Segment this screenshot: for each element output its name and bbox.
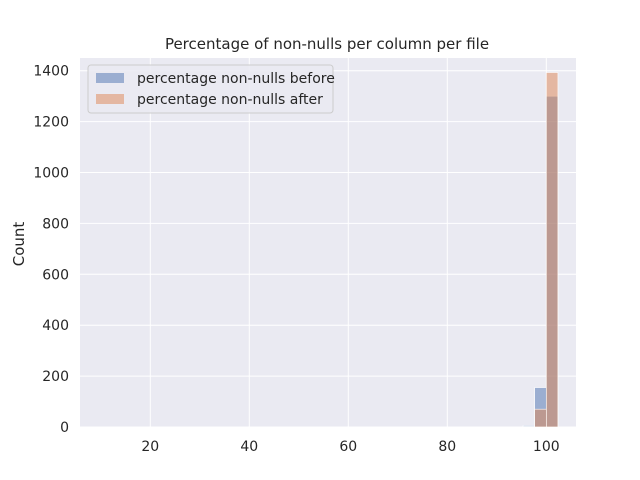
y-tick-label: 400 bbox=[42, 318, 69, 334]
grid-lines bbox=[80, 58, 576, 428]
x-tick-labels: 20 40 60 80 100 bbox=[141, 439, 559, 455]
x-tick-label: 60 bbox=[339, 439, 357, 455]
legend-box bbox=[87, 64, 334, 114]
histogram-bar-series-2 bbox=[522, 426, 535, 428]
y-tick-labels: 0 200 400 600 800 1000 1200 1400 bbox=[33, 64, 69, 436]
x-tick-label: 40 bbox=[240, 439, 258, 455]
x-tick-label: 80 bbox=[438, 439, 456, 455]
histogram-bars bbox=[522, 72, 559, 428]
y-tick-label: 600 bbox=[42, 267, 69, 283]
plot-background bbox=[80, 58, 576, 427]
legend-swatch bbox=[96, 94, 124, 104]
legend: percentage non-nulls before percentage no… bbox=[87, 64, 335, 114]
y-tick-label: 200 bbox=[42, 369, 69, 385]
y-tick-label: 1200 bbox=[33, 115, 69, 131]
y-tick-label: 1400 bbox=[33, 64, 69, 80]
y-tick-label: 800 bbox=[42, 216, 69, 232]
y-tick-label: 1000 bbox=[33, 166, 69, 182]
y-tick-label: 0 bbox=[60, 420, 69, 436]
chart-title: Percentage of non-nulls per column per f… bbox=[165, 35, 489, 53]
y-axis-label: Count bbox=[10, 222, 28, 267]
x-tick-label: 20 bbox=[141, 439, 159, 455]
histogram-bar-series-2 bbox=[534, 408, 547, 428]
legend-swatch bbox=[96, 73, 124, 83]
legend-label: percentage non-nulls before bbox=[137, 71, 335, 87]
histogram-bar-series-2 bbox=[545, 72, 559, 428]
x-tick-label: 100 bbox=[533, 439, 560, 455]
legend-label: percentage non-nulls after bbox=[137, 92, 323, 108]
